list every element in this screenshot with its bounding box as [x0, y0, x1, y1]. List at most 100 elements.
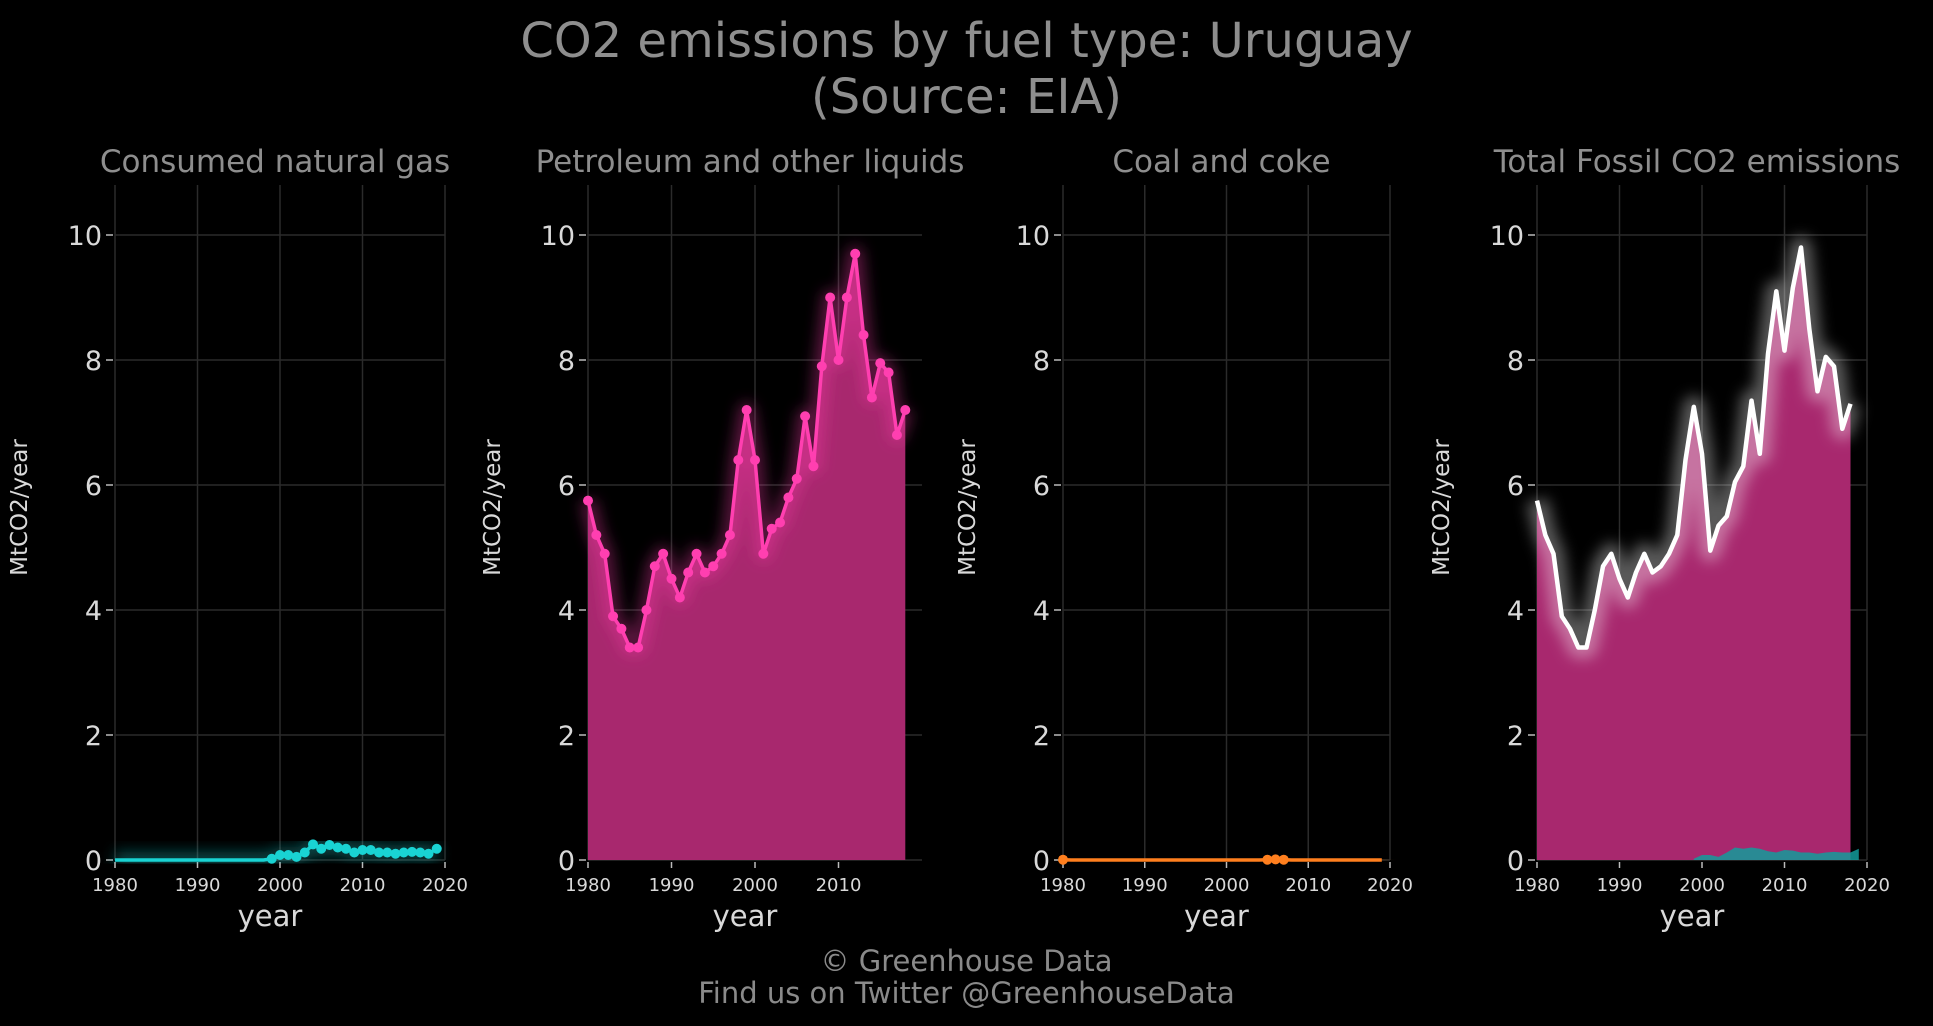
data-point — [423, 848, 434, 859]
data-point — [883, 367, 894, 378]
data-point — [733, 455, 744, 465]
x-axis-label: year — [238, 899, 303, 933]
x-axis-label: year — [1660, 899, 1725, 933]
y-tick-label: 6 — [1033, 471, 1050, 502]
x-tick-label: 2020 — [1844, 875, 1890, 896]
data-point — [691, 548, 702, 559]
x-tick-label: 2010 — [1762, 875, 1808, 896]
data-point — [741, 405, 752, 415]
chart-title-line1: CO2 emissions by fuel type: Uruguay — [520, 13, 1413, 69]
panel-title: Total Fossil CO2 emissions — [1493, 144, 1901, 180]
chart-title-line2: (Source: EIA) — [810, 69, 1123, 125]
data-point — [900, 405, 911, 415]
y-tick-label: 10 — [541, 221, 575, 252]
data-point — [591, 530, 602, 540]
panel-title: Petroleum and other liquids — [536, 144, 965, 180]
panel-4: 0 2 4 6 8 10 1980 1990 2000 2010 2020 Total Fossil … — [1429, 144, 1900, 933]
x-tick-label: 2000 — [732, 875, 778, 896]
data-point — [583, 495, 593, 506]
data-point — [1270, 854, 1281, 865]
x-tick-label: 1980 — [1040, 875, 1086, 896]
y-tick-label: 6 — [1507, 471, 1524, 502]
y-tick-label: 10 — [1016, 221, 1050, 252]
data-point — [800, 411, 811, 422]
y-tick-label: 8 — [85, 346, 102, 377]
y-tick-label: 4 — [1033, 596, 1050, 627]
x-tick-label: 2010 — [1285, 875, 1331, 896]
y-tick-label: 8 — [1507, 346, 1524, 377]
y-axis-label: MtCO2/year — [7, 439, 33, 576]
data-point — [699, 567, 710, 578]
data-point — [674, 592, 685, 603]
y-tick-label: 6 — [85, 471, 102, 502]
data-point — [750, 455, 760, 465]
panel-1: 0 2 4 6 8 10 1980 1990 2000 2010 2020 Consumed natu… — [7, 144, 468, 933]
footer-copyright: © Greenhouse Data — [820, 944, 1113, 978]
x-tick-label: 1980 — [1514, 875, 1560, 896]
data-point — [641, 605, 652, 615]
data-point — [316, 843, 327, 854]
data-point — [407, 846, 417, 857]
data-point — [858, 330, 869, 340]
y-tick-label: 0 — [1507, 846, 1524, 877]
data-point — [783, 492, 794, 503]
panel-3: 0 2 4 6 8 10 1980 1990 2000 2010 2020 Coal and coke… — [955, 144, 1413, 933]
y-tick-label: 8 — [558, 346, 575, 377]
data-point — [357, 845, 368, 855]
panel-title: Coal and coke — [1112, 144, 1330, 180]
x-tick-label: 2000 — [257, 875, 303, 896]
data-point — [349, 847, 360, 858]
panel-2: 0 2 4 6 8 10 1980 1990 2000 2010 Petroleum and oth… — [480, 144, 964, 933]
y-axis-label: MtCO2/year — [480, 439, 506, 576]
y-tick-label: 10 — [1490, 221, 1524, 252]
data-point — [266, 853, 277, 864]
x-tick-label: 1980 — [565, 875, 611, 896]
data-point — [683, 567, 694, 578]
footer-twitter: Find us on Twitter @GreenhouseData — [698, 976, 1235, 1010]
data-point — [841, 292, 852, 303]
data-point — [341, 843, 351, 854]
data-point — [866, 392, 877, 403]
y-tick-label: 0 — [85, 846, 102, 877]
x-tick-label: 2020 — [422, 875, 468, 896]
data-point — [324, 840, 335, 850]
data-point — [808, 461, 819, 472]
x-tick-label: 2020 — [1367, 875, 1413, 896]
data-point — [599, 548, 610, 559]
data-point — [716, 548, 727, 559]
data-point — [390, 848, 401, 859]
y-tick-label: 0 — [558, 846, 575, 877]
data-point — [616, 623, 627, 634]
x-tick-label: 1990 — [1122, 875, 1168, 896]
data-point — [825, 292, 836, 303]
data-point — [724, 530, 735, 540]
y-tick-label: 2 — [85, 721, 102, 752]
data-point — [1058, 854, 1068, 865]
y-tick-label: 2 — [1033, 721, 1050, 752]
x-tick-label: 2010 — [340, 875, 386, 896]
data-point — [833, 355, 844, 365]
data-point — [431, 843, 442, 854]
series-line — [1534, 245, 1853, 650]
series-line — [1062, 857, 1382, 862]
x-tick-label: 2010 — [816, 875, 862, 896]
data-point — [415, 847, 426, 858]
x-tick-label: 1990 — [1597, 875, 1643, 896]
data-point — [308, 839, 318, 850]
data-point — [374, 847, 384, 858]
data-point — [1262, 854, 1273, 865]
data-point — [708, 561, 719, 572]
data-point — [275, 850, 285, 860]
y-axis-label: MtCO2/year — [955, 439, 981, 576]
x-tick-label: 2000 — [1204, 875, 1250, 896]
data-point — [633, 642, 644, 653]
y-tick-label: 0 — [1033, 846, 1050, 877]
x-tick-label: 1990 — [649, 875, 695, 896]
data-point — [398, 847, 409, 858]
data-point — [1278, 854, 1289, 865]
data-point — [624, 642, 635, 653]
y-tick-label: 2 — [1507, 721, 1524, 752]
data-point — [283, 850, 294, 860]
data-point — [875, 358, 886, 369]
